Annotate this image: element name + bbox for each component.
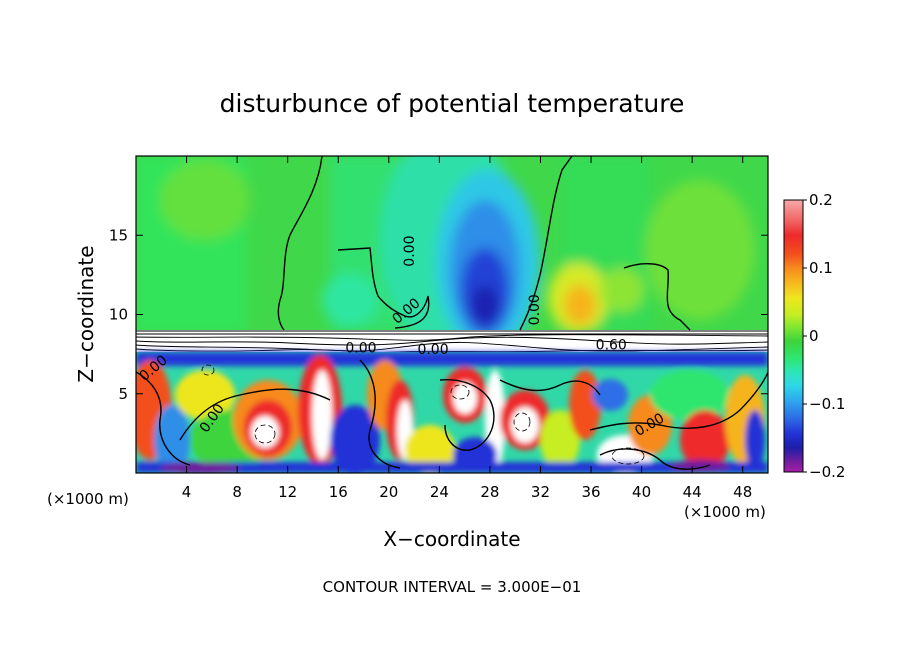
colorbar-tick-label: −0.2 (809, 463, 845, 481)
chart-title: disturbunce of potential temperature (220, 89, 685, 118)
contour-label: 0.60 (596, 337, 627, 353)
x-tick-label: 12 (278, 483, 297, 501)
contour-label: 0.00 (345, 341, 376, 357)
x-tick-label: 28 (480, 483, 499, 501)
colorbar-tick-label: 0.2 (809, 191, 833, 209)
y-tick-label: 5 (118, 385, 128, 403)
colorbar-tick-label: 0.1 (809, 259, 833, 277)
y-axis: 5 10 15 (109, 226, 768, 403)
x-tick-label: 40 (632, 483, 651, 501)
colorbar-tick-label: −0.1 (809, 395, 845, 413)
contour-label: 0.00 (402, 236, 418, 267)
plot-area: 0.000.00 0.000.00 0.00 0.600.000.00 0.00 (136, 156, 768, 473)
contour-line (599, 448, 711, 470)
y-axis-title: Z−coordinate (74, 245, 98, 382)
x-tick-label: 4 (182, 483, 192, 501)
contour-line (439, 378, 495, 451)
contour-line (499, 379, 601, 396)
contour-interval-label: CONTOUR INTERVAL = 3.000E−01 (323, 578, 582, 596)
contour-line (277, 156, 323, 331)
transition-band (136, 330, 768, 352)
negative-contours (201, 364, 645, 465)
contour-line (359, 359, 401, 469)
x-tick-label: 20 (379, 483, 398, 501)
y-tick-label: 10 (109, 306, 128, 324)
x-unit-right: (×1000 m) (684, 503, 766, 521)
contour-label: 0.00 (527, 294, 543, 325)
x-tick-label: 16 (329, 483, 348, 501)
contour-line (623, 263, 691, 331)
upper-field-structure (136, 156, 755, 354)
contour-line (519, 156, 573, 331)
x-tick-label: 36 (581, 483, 600, 501)
contour-line (179, 388, 331, 441)
x-tick-label: 32 (531, 483, 550, 501)
x-axis-title: X−coordinate (383, 527, 520, 551)
x-tick-label: 24 (430, 483, 449, 501)
colorbar-tick-label: 0 (809, 327, 819, 345)
colorbar-ticks: 0.2 0.1 0 −0.1 −0.2 (803, 191, 845, 481)
contour-label: 0.00 (417, 342, 448, 358)
zero-contours (136, 156, 768, 470)
contour-line (136, 371, 191, 466)
y-tick-label: 15 (109, 226, 128, 244)
colorbar: 0.2 0.1 0 −0.1 −0.2 (783, 191, 845, 481)
x-tick-label: 8 (232, 483, 242, 501)
x-tick-label: 48 (733, 483, 752, 501)
band-contours (136, 330, 768, 353)
x-unit-left: (×1000 m) (47, 490, 129, 508)
colorbar-ramp (783, 199, 804, 473)
lower-field-structure (136, 352, 768, 473)
contour-line (589, 371, 768, 431)
contour-line (337, 247, 430, 329)
x-axis: 4 8 12 16 20 24 28 32 36 40 44 48 (182, 156, 752, 501)
x-tick-label: 44 (683, 483, 702, 501)
